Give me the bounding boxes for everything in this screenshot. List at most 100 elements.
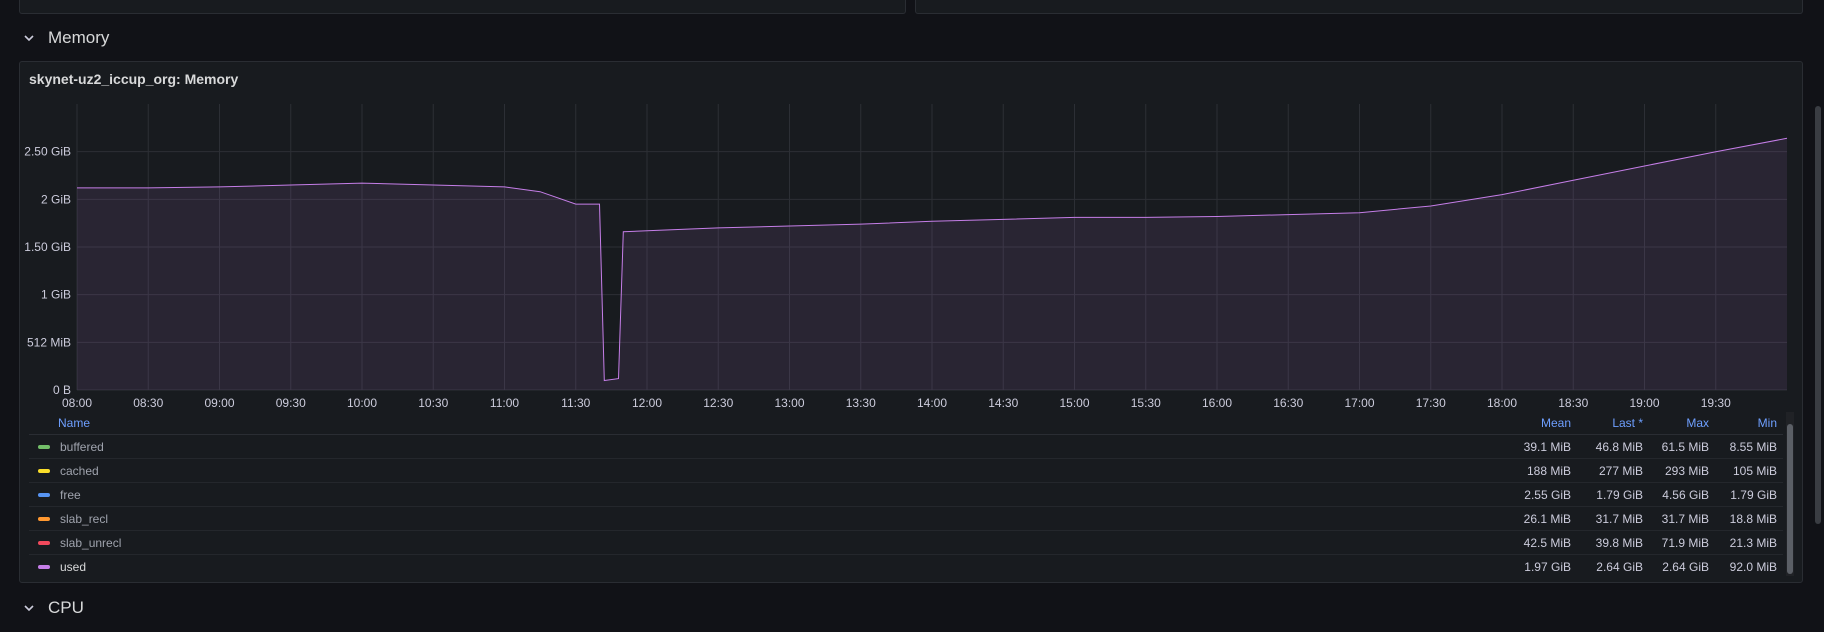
- y-tick-label: 2 GiB: [41, 192, 71, 206]
- legend-value-last: 1.79 GiB: [1596, 487, 1643, 502]
- row-title: CPU: [48, 598, 84, 617]
- legend-value-last: 31.7 MiB: [1595, 511, 1643, 526]
- legend-table: Name Mean Last * Max Min buffered 39.1 Mi…: [29, 412, 1783, 578]
- legend-row-slab-unrecl[interactable]: slab_unrecl 42.5 MiB 39.8 MiB 71.9 MiB 21.3 …: [29, 531, 1783, 555]
- legend-value-mean: 1.97 GiB: [1524, 559, 1571, 574]
- previous-panel-left: [19, 0, 906, 14]
- legend-value-max: 71.9 MiB: [1661, 535, 1709, 550]
- series-area-used: [77, 138, 1787, 390]
- y-tick-label: 0 B: [53, 383, 71, 397]
- legend-value-min: 21.3 MiB: [1729, 535, 1777, 550]
- series-color-swatch: [38, 540, 50, 545]
- legend-value-max: 4.56 GiB: [1662, 487, 1709, 502]
- legend-value-max: 61.5 MiB: [1661, 439, 1709, 454]
- legend-value-min: 92.0 MiB: [1729, 559, 1777, 574]
- legend-value-last: 46.8 MiB: [1595, 439, 1643, 454]
- legend-series-name[interactable]: free: [29, 488, 1505, 502]
- x-tick-label: 18:30: [1558, 396, 1588, 410]
- legend-header-name[interactable]: Name: [58, 416, 91, 430]
- legend-value-min: 105 MiB: [1732, 463, 1777, 478]
- x-tick-label: 15:00: [1059, 396, 1089, 410]
- series-color-swatch: [38, 468, 50, 473]
- x-tick-label: 12:30: [703, 396, 733, 410]
- x-tick-label: 18:00: [1487, 396, 1517, 410]
- y-tick-label: 2.50 GiB: [24, 145, 71, 159]
- legend-series-label: slab_recl: [60, 511, 109, 526]
- legend-value-mean: 39.1 MiB: [1523, 439, 1571, 454]
- x-tick-label: 13:30: [846, 396, 876, 410]
- x-tick-label: 08:30: [133, 396, 163, 410]
- legend-value-max: 2.64 GiB: [1662, 559, 1709, 574]
- legend-series-name[interactable]: used: [29, 560, 1505, 574]
- legend-row-buffered[interactable]: buffered 39.1 MiB 46.8 MiB 61.5 MiB 8.55 MiB: [29, 435, 1783, 459]
- legend-header-last[interactable]: Last *: [1612, 416, 1643, 430]
- legend-series-label: buffered: [60, 439, 104, 454]
- legend-scrollbar-thumb[interactable]: [1787, 424, 1793, 574]
- legend-body: buffered 39.1 MiB 46.8 MiB 61.5 MiB 8.55 MiB…: [29, 435, 1783, 578]
- legend-series-label: cached: [60, 463, 99, 478]
- x-tick-label: 14:00: [917, 396, 947, 410]
- legend-series-label: free: [60, 487, 81, 502]
- legend-value-mean: 42.5 MiB: [1523, 535, 1571, 550]
- legend-series-name[interactable]: cached: [29, 464, 1505, 478]
- legend-value-min: 8.55 MiB: [1729, 439, 1777, 454]
- x-tick-label: 09:00: [204, 396, 234, 410]
- legend-series-name[interactable]: buffered: [29, 440, 1505, 454]
- legend-value-last: 277 MiB: [1598, 463, 1643, 478]
- x-tick-label: 17:00: [1344, 396, 1374, 410]
- row-header-cpu[interactable]: CPU: [20, 598, 84, 618]
- x-tick-label: 10:00: [347, 396, 377, 410]
- legend-value-mean: 26.1 MiB: [1523, 511, 1571, 526]
- legend-value-last: 2.64 GiB: [1596, 559, 1643, 574]
- legend-value-mean: 188 MiB: [1526, 463, 1571, 478]
- x-tick-label: 11:00: [490, 396, 519, 410]
- series-line-used[interactable]: [77, 137, 1788, 382]
- chevron-down-icon: [20, 29, 38, 47]
- row-header-memory[interactable]: Memory: [20, 28, 109, 48]
- legend-value-min: 18.8 MiB: [1729, 511, 1777, 526]
- x-tick-label: 08:00: [62, 396, 92, 410]
- legend-value-max: 293 MiB: [1664, 463, 1709, 478]
- legend-row-free[interactable]: free 2.55 GiB 1.79 GiB 4.56 GiB 1.79 GiB: [29, 483, 1783, 507]
- legend-series-label: used: [60, 559, 87, 574]
- legend-value-last: 39.8 MiB: [1595, 535, 1643, 550]
- x-tick-label: 11:30: [561, 396, 590, 410]
- panel-title[interactable]: skynet-uz2_iccup_org: Memory: [29, 71, 239, 87]
- y-tick-label: 1 GiB: [41, 288, 71, 302]
- legend-header: Name Mean Last * Max Min: [29, 412, 1783, 435]
- memory-chart[interactable]: 0 B 512 MiB 1 GiB 1.50 GiB 2 GiB 2.50 GiB 08:0…: [20, 62, 1804, 410]
- legend-series-name[interactable]: slab_unrecl: [29, 536, 1505, 550]
- legend-header-min[interactable]: Min: [1757, 416, 1777, 430]
- x-tick-label: 13:00: [774, 396, 804, 410]
- x-tick-label: 12:00: [632, 396, 662, 410]
- legend-series-label: slab_unrecl: [60, 535, 122, 550]
- chevron-down-icon: [20, 599, 38, 617]
- y-tick-label: 1.50 GiB: [24, 240, 71, 254]
- y-tick-label: 512 MiB: [27, 335, 71, 349]
- legend-header-mean[interactable]: Mean: [1540, 416, 1571, 430]
- x-tick-label: 16:30: [1273, 396, 1303, 410]
- memory-panel: skynet-uz2_iccup_org: Memory 0 B 512 MiB 1…: [19, 61, 1803, 583]
- x-tick-label: 15:30: [1131, 396, 1161, 410]
- series-color-swatch: [38, 492, 50, 497]
- previous-panel-right: [915, 0, 1803, 14]
- x-tick-label: 19:00: [1629, 396, 1659, 410]
- x-tick-label: 10:30: [418, 396, 448, 410]
- legend-value-mean: 2.55 GiB: [1524, 487, 1571, 502]
- legend-row-slab-recl[interactable]: slab_recl 26.1 MiB 31.7 MiB 31.7 MiB 18.8 Mi…: [29, 507, 1783, 531]
- x-tick-label: 17:30: [1416, 396, 1446, 410]
- series-color-swatch: [38, 564, 50, 569]
- legend-row-cached[interactable]: cached 188 MiB 277 MiB 293 MiB 105 MiB: [29, 459, 1783, 483]
- legend-header-max[interactable]: Max: [1686, 416, 1709, 430]
- x-tick-label: 16:00: [1202, 396, 1232, 410]
- legend-series-name[interactable]: slab_recl: [29, 512, 1505, 526]
- page-scrollbar[interactable]: [1815, 106, 1821, 524]
- series-color-swatch: [38, 516, 50, 521]
- x-tick-label: 19:30: [1701, 396, 1731, 410]
- legend-value-max: 31.7 MiB: [1661, 511, 1709, 526]
- row-title: Memory: [48, 28, 110, 47]
- legend-value-min: 1.79 GiB: [1730, 487, 1777, 502]
- x-tick-label: 09:30: [276, 396, 306, 410]
- series-color-swatch: [38, 444, 50, 449]
- legend-row-used[interactable]: used 1.97 GiB 2.64 GiB 2.64 GiB 92.0 MiB: [29, 555, 1783, 578]
